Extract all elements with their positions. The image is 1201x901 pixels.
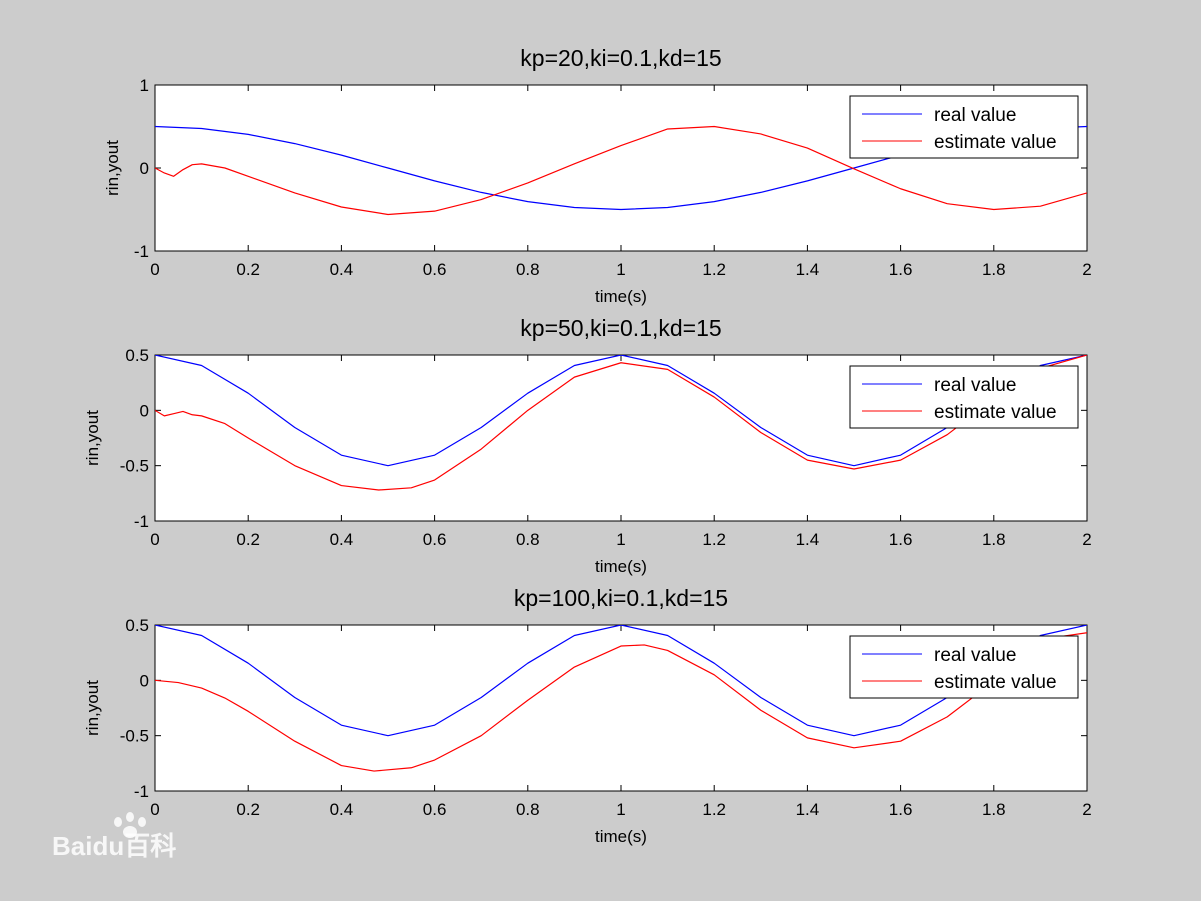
x-tick-label: 1	[616, 260, 625, 279]
x-tick-label: 1.8	[982, 260, 1006, 279]
series-line-estimate	[155, 632, 1087, 772]
x-tick-label: 1.2	[702, 800, 726, 819]
y-tick-label: -0.5	[120, 727, 149, 746]
legend: real value estimate value	[849, 635, 1079, 699]
subplot-2: kp=50,ki=0.1,kd=15 0 0.2 0.4 0.6 0.8 1 1.2 1.4 1…	[83, 315, 1092, 576]
x-tick-label: 1.2	[702, 260, 726, 279]
y-axis-label: rin,yout	[83, 680, 102, 736]
y-tick-label: -1	[134, 782, 149, 801]
subplot-title: kp=20,ki=0.1,kd=15	[520, 45, 721, 71]
x-axis: 0 0.2 0.4 0.6 0.8 1 1.2 1.4 1.6 1.8 2	[150, 625, 1092, 819]
x-tick-label: 2	[1082, 800, 1091, 819]
legend-box	[849, 365, 1079, 429]
x-tick-label: 0.8	[516, 260, 540, 279]
x-tick-label: 1.4	[796, 800, 820, 819]
x-tick-label: 1.2	[702, 530, 726, 549]
series-line-real	[155, 625, 1087, 737]
x-tick-label: 1.6	[889, 260, 913, 279]
x-axis: 0 0.2 0.4 0.6 0.8 1 1.2 1.4 1.6 1.8 2	[150, 355, 1092, 549]
subplot-3: kp=100,ki=0.1,kd=15 0 0.2 0.4 0.6 0.8 1 1.2 1.4…	[83, 585, 1092, 846]
paw-icon	[114, 812, 146, 838]
y-tick-label: 0	[140, 159, 149, 178]
series-line-real	[155, 355, 1087, 467]
legend-label-real: real value	[934, 645, 1016, 666]
series-line-estimate	[155, 355, 1087, 491]
y-tick-label: -1	[134, 512, 149, 531]
legend-box	[849, 635, 1079, 699]
y-axis-label: rin,yout	[103, 140, 122, 196]
y-tick-label: 0	[140, 401, 149, 420]
x-tick-label: 0.6	[423, 260, 447, 279]
x-tick-label: 2	[1082, 530, 1091, 549]
y-axis: -1 -0.5 0 0.5	[120, 346, 1087, 531]
x-tick-label: 0	[150, 530, 159, 549]
y-axis: -1 -0.5 0 0.5	[120, 616, 1087, 801]
x-tick-label: 1.6	[889, 800, 913, 819]
y-tick-label: -1	[134, 242, 149, 261]
x-tick-label: 0.4	[330, 260, 354, 279]
x-axis-label: time(s)	[595, 287, 647, 306]
x-tick-label: 1.4	[796, 530, 820, 549]
legend: real value estimate value	[849, 365, 1079, 429]
x-tick-label: 1.8	[982, 530, 1006, 549]
x-tick-label: 0.6	[423, 530, 447, 549]
legend-box	[849, 95, 1079, 159]
x-tick-label: 2	[1082, 260, 1091, 279]
x-tick-label: 0	[150, 800, 159, 819]
subplot-1: kp=20,ki=0.1,kd=15 0 0.2 0.4 0.6 0.8 1 1.2 1.4 1…	[103, 45, 1092, 306]
x-tick-label: 1.8	[982, 800, 1006, 819]
x-tick-label: 1.4	[796, 260, 820, 279]
legend-label-estimate: estimate value	[934, 672, 1057, 693]
y-tick-label: 1	[140, 76, 149, 95]
x-axis: 0 0.2 0.4 0.6 0.8 1 1.2 1.4 1.6 1.8 2	[150, 85, 1092, 279]
y-axis-label: rin,yout	[83, 410, 102, 466]
x-tick-label: 0.8	[516, 530, 540, 549]
x-axis-label: time(s)	[595, 827, 647, 846]
x-tick-label: 1	[616, 800, 625, 819]
x-tick-label: 0.2	[236, 260, 260, 279]
x-tick-label: 0.4	[330, 530, 354, 549]
y-tick-label: -0.5	[120, 457, 149, 476]
subplot-title: kp=50,ki=0.1,kd=15	[520, 315, 721, 341]
x-tick-label: 0.6	[423, 800, 447, 819]
y-tick-label: 0.5	[125, 346, 149, 365]
subplot-title: kp=100,ki=0.1,kd=15	[514, 585, 728, 611]
legend-label-estimate: estimate value	[934, 132, 1057, 153]
x-tick-label: 0.2	[236, 800, 260, 819]
x-tick-label: 1.6	[889, 530, 913, 549]
x-tick-label: 0	[150, 260, 159, 279]
x-tick-label: 0.2	[236, 530, 260, 549]
legend-label-estimate: estimate value	[934, 402, 1057, 423]
x-tick-label: 0.8	[516, 800, 540, 819]
x-axis-label: time(s)	[595, 557, 647, 576]
watermark-text: Baidu百科	[52, 831, 176, 861]
legend: real value estimate value	[849, 95, 1079, 159]
series-layer	[155, 355, 1087, 491]
legend-label-real: real value	[934, 105, 1016, 126]
series-line-estimate	[155, 125, 1087, 216]
watermark: Baidu百科	[52, 812, 176, 861]
series-layer	[155, 625, 1087, 772]
y-tick-label: 0	[140, 671, 149, 690]
x-tick-label: 1	[616, 530, 625, 549]
x-tick-label: 0.4	[330, 800, 354, 819]
y-tick-label: 0.5	[125, 616, 149, 635]
legend-label-real: real value	[934, 375, 1016, 396]
